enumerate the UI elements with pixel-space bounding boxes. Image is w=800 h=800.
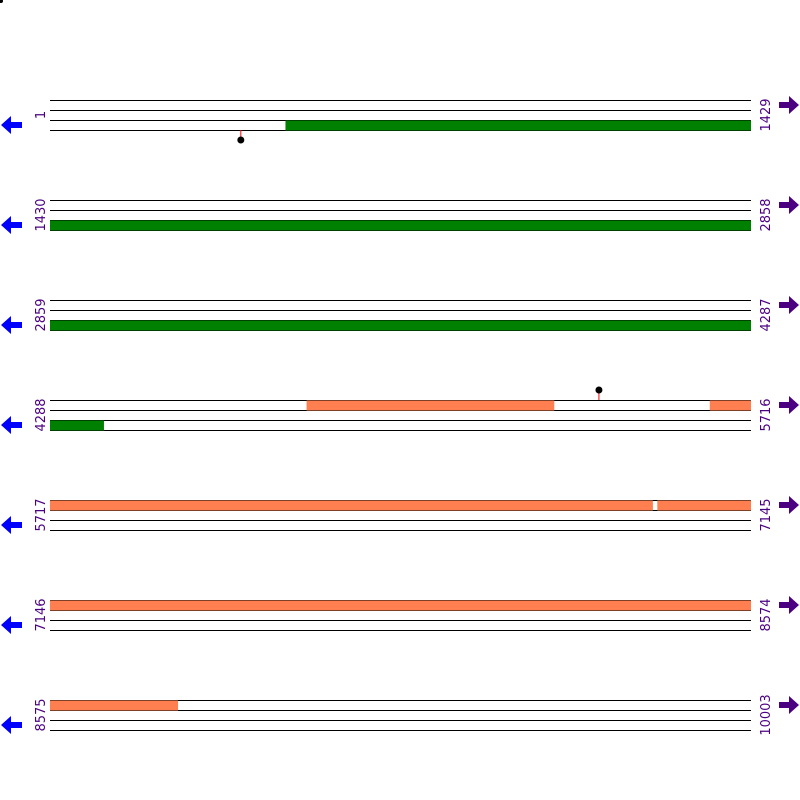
row-start-label: 7146	[34, 598, 49, 631]
row-end-label: 8574	[759, 598, 774, 631]
arrow-left-icon[interactable]	[1, 416, 22, 434]
marker-dot[interactable]	[237, 136, 245, 144]
salmon-feature-bar[interactable]	[50, 600, 751, 611]
row-end-label: 5716	[759, 398, 774, 431]
green-feature-bar[interactable]	[50, 220, 751, 231]
arrow-left-icon[interactable]	[1, 616, 22, 634]
arrow-right-icon[interactable]	[779, 496, 799, 514]
row-start-label: 2859	[34, 298, 49, 331]
green-feature-bar[interactable]	[285, 120, 751, 131]
row-start-label: 5717	[34, 498, 49, 531]
row-start-label: 8575	[34, 698, 49, 731]
row-end-label: 2858	[759, 198, 774, 231]
green-feature-bar[interactable]	[50, 420, 104, 431]
arrow-left-icon[interactable]	[1, 116, 22, 134]
salmon-feature-bar[interactable]	[709, 400, 751, 411]
row-start-label: 4288	[34, 398, 49, 431]
row-end-label: 4287	[759, 298, 774, 331]
salmon-feature-bar[interactable]	[306, 400, 555, 411]
salmon-feature-bar[interactable]	[657, 500, 751, 511]
green-feature-bar[interactable]	[50, 320, 751, 331]
salmon-feature-bar[interactable]	[50, 500, 653, 511]
row-end-label: 10003	[759, 694, 774, 735]
salmon-feature-bar[interactable]	[50, 700, 179, 711]
corner-dot	[0, 0, 3, 3]
arrow-right-icon[interactable]	[779, 96, 799, 114]
arrow-right-icon[interactable]	[779, 396, 799, 414]
marker-dot[interactable]	[595, 386, 603, 394]
arrow-right-icon[interactable]	[779, 596, 799, 614]
arrow-left-icon[interactable]	[1, 716, 22, 734]
arrow-right-icon[interactable]	[779, 196, 799, 214]
arrow-left-icon[interactable]	[1, 516, 22, 534]
row-end-label: 7145	[759, 498, 774, 531]
arrow-left-icon[interactable]	[1, 216, 22, 234]
arrow-right-icon[interactable]	[779, 296, 799, 314]
arrow-right-icon[interactable]	[779, 696, 799, 714]
row-end-label: 1429	[759, 98, 774, 131]
row-start-label: 1430	[34, 198, 49, 231]
row-start-label: 1	[34, 111, 49, 119]
arrow-left-icon[interactable]	[1, 316, 22, 334]
